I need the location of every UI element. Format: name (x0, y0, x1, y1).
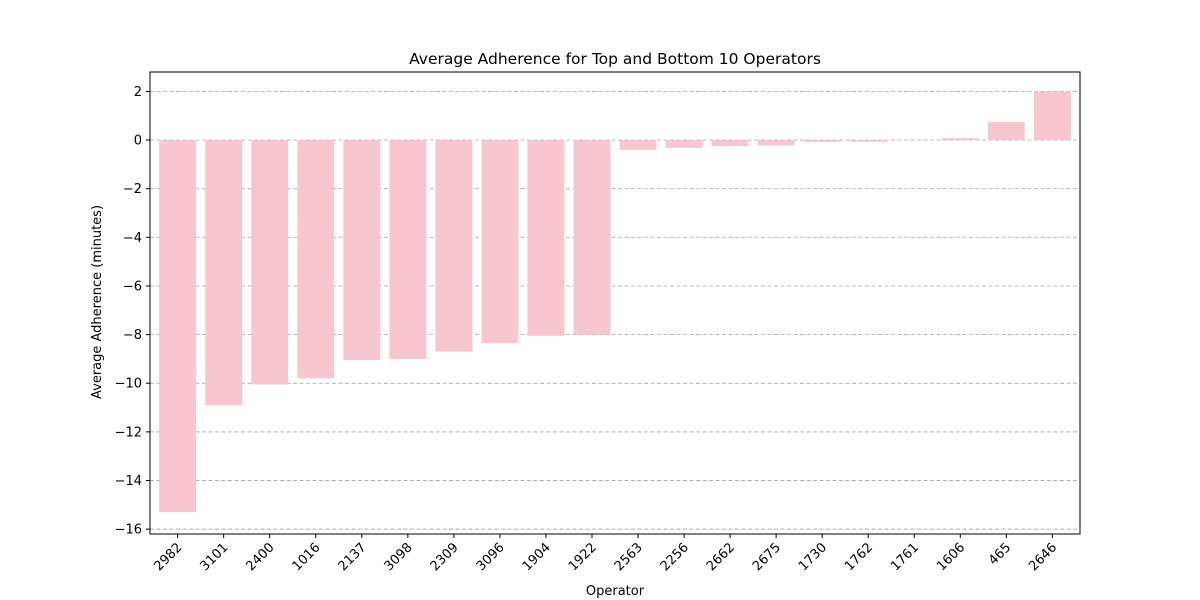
x-tick-label: 2982 (151, 540, 185, 574)
y-tick-label: 0 (134, 134, 142, 149)
bar (619, 140, 657, 150)
x-tick-label: 2137 (336, 540, 370, 574)
x-tick-label: 1762 (842, 540, 876, 574)
x-tick-label: 1606 (934, 540, 968, 574)
x-axis-title: Operator (586, 584, 645, 599)
plot-frame (149, 71, 1081, 535)
y-tick-label: −12 (115, 425, 142, 440)
bar (941, 138, 979, 141)
bar (849, 140, 887, 142)
bar (757, 140, 795, 146)
bar (251, 140, 289, 385)
x-tick-label: 2309 (428, 540, 462, 574)
x-tick-label: 1730 (796, 540, 830, 574)
bar (1033, 91, 1071, 141)
x-tick-label: 3101 (197, 540, 231, 574)
y-tick-label: −2 (123, 182, 142, 197)
x-tick-label: 2662 (704, 540, 738, 574)
y-tick-label: −10 (115, 377, 142, 392)
bar (343, 140, 381, 361)
y-tick-label: −6 (123, 279, 142, 294)
bar (987, 121, 1025, 141)
x-tick-label: 3098 (382, 540, 416, 574)
x-axis-ticks: 2982 3101 2400 1016 2137 3098 2309 3096 1904 1922… (151, 534, 1060, 574)
y-tick-label: −4 (123, 231, 142, 246)
x-tick-label: 1761 (888, 540, 922, 574)
bar (159, 140, 197, 513)
bar (803, 140, 841, 143)
y-tick-label: −8 (123, 328, 142, 343)
bar (297, 140, 335, 379)
bar (481, 140, 519, 344)
x-tick-label: 465 (986, 540, 1014, 568)
chart-title: Average Adherence for Top and Bottom 10 … (409, 50, 821, 68)
y-tick-label: −16 (115, 523, 142, 538)
x-tick-label: 2256 (658, 540, 692, 574)
x-tick-label: 1922 (566, 540, 600, 574)
x-tick-label: 2646 (1026, 540, 1060, 574)
bar (711, 140, 749, 147)
x-tick-label: 1016 (290, 540, 324, 574)
grid-lines (150, 91, 1080, 530)
y-tick-label: 2 (134, 85, 142, 100)
y-tick-label: −14 (115, 474, 142, 489)
bar (573, 140, 611, 335)
bar (205, 140, 243, 406)
x-tick-label: 3096 (474, 540, 508, 574)
bar (435, 140, 473, 352)
bar (527, 140, 565, 336)
y-axis-title: Average Adherence (minutes) (90, 205, 105, 399)
bar (389, 140, 427, 359)
x-tick-label: 2563 (612, 540, 646, 574)
bars (159, 91, 1071, 513)
bar (665, 140, 703, 148)
x-tick-label: 2675 (750, 540, 784, 574)
x-tick-label: 1904 (520, 540, 554, 574)
x-tick-label: 2400 (244, 540, 278, 574)
y-axis-ticks: 2 0 −2 −4 −6 −8 −10 −12 −14 −16 (115, 85, 150, 538)
